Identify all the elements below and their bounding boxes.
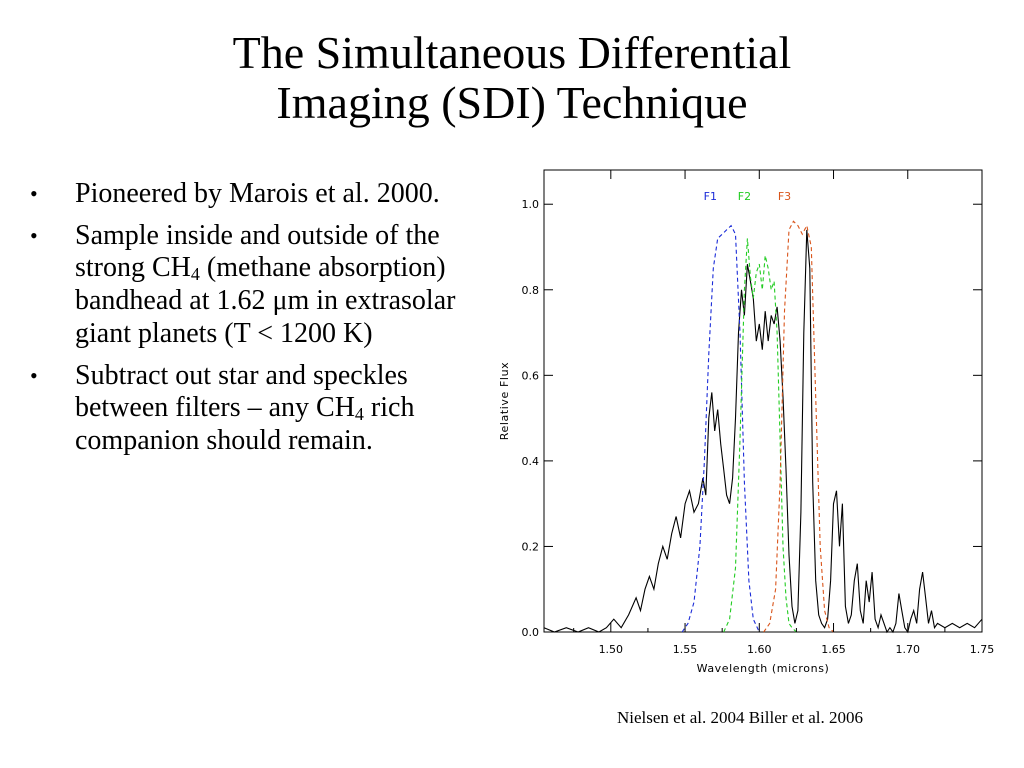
flux-chart: 1.50 1.55 1.60 1.65 1.70 1.75 0.0 0.2 0.4 0.6 0.8 1…: [498, 169, 995, 675]
x-tick-label: 1.65: [821, 643, 846, 656]
title-line-1: The Simultaneous Differential: [232, 27, 792, 78]
y-tick-label: 0.2: [522, 540, 540, 553]
bullet-text: Sample inside and outside of the strong …: [75, 219, 440, 284]
bullet-item: • Subtract out star and speckles between…: [30, 360, 500, 458]
x-tick-label: 1.50: [599, 643, 624, 656]
slide-title: The Simultaneous Differential Imaging (S…: [0, 28, 1024, 128]
bullet-text-cont: (methane absorption) bandhead at 1.62 μm…: [75, 252, 456, 349]
y-tick-label: 1.0: [522, 198, 540, 211]
bullet-symbol: •: [30, 362, 38, 388]
subscript: 4: [190, 264, 200, 285]
x-tick-label: 1.55: [673, 643, 698, 656]
x-tick-label: 1.75: [970, 643, 995, 656]
x-axis-label: Wavelength (microns): [697, 662, 830, 675]
series-line-f2: [723, 238, 797, 633]
legend-f3: F3: [778, 190, 791, 203]
bullet-item: • Pioneered by Marois et al. 2000.: [30, 178, 500, 211]
x-tick-label: 1.70: [896, 643, 921, 656]
series-line-f3: [763, 220, 834, 633]
y-axis-label: Relative Flux: [498, 362, 511, 441]
bullet-text: Subtract out star and speckles between f…: [75, 359, 408, 424]
bullet-symbol: •: [30, 222, 38, 248]
bullet-text-cont: rich companion should remain.: [75, 392, 415, 456]
series-line-spectrum: [543, 229, 983, 634]
bullet-symbol: •: [30, 181, 38, 206]
bullet-text: Pioneered by Marois et al. 2000.: [75, 178, 440, 209]
legend-f2: F2: [738, 190, 751, 203]
y-tick-label: 0.4: [522, 455, 540, 468]
subscript: 4: [354, 404, 364, 425]
y-tick-label: 0.8: [522, 284, 540, 297]
legend-f1: F1: [704, 190, 717, 203]
bullet-item: • Sample inside and outside of the stron…: [30, 220, 500, 351]
title-line-2: Imaging (SDI) Technique: [276, 77, 748, 128]
plot-frame: [543, 169, 983, 633]
series-line-f1: [681, 224, 760, 633]
y-tick-label: 0.0: [522, 626, 540, 639]
bullet-list: • Pioneered by Marois et al. 2000. • Sam…: [30, 178, 500, 467]
citation: Nielsen et al. 2004 Biller et al. 2006: [617, 708, 863, 727]
x-tick-label: 1.60: [747, 643, 772, 656]
y-tick-label: 0.6: [522, 369, 540, 382]
